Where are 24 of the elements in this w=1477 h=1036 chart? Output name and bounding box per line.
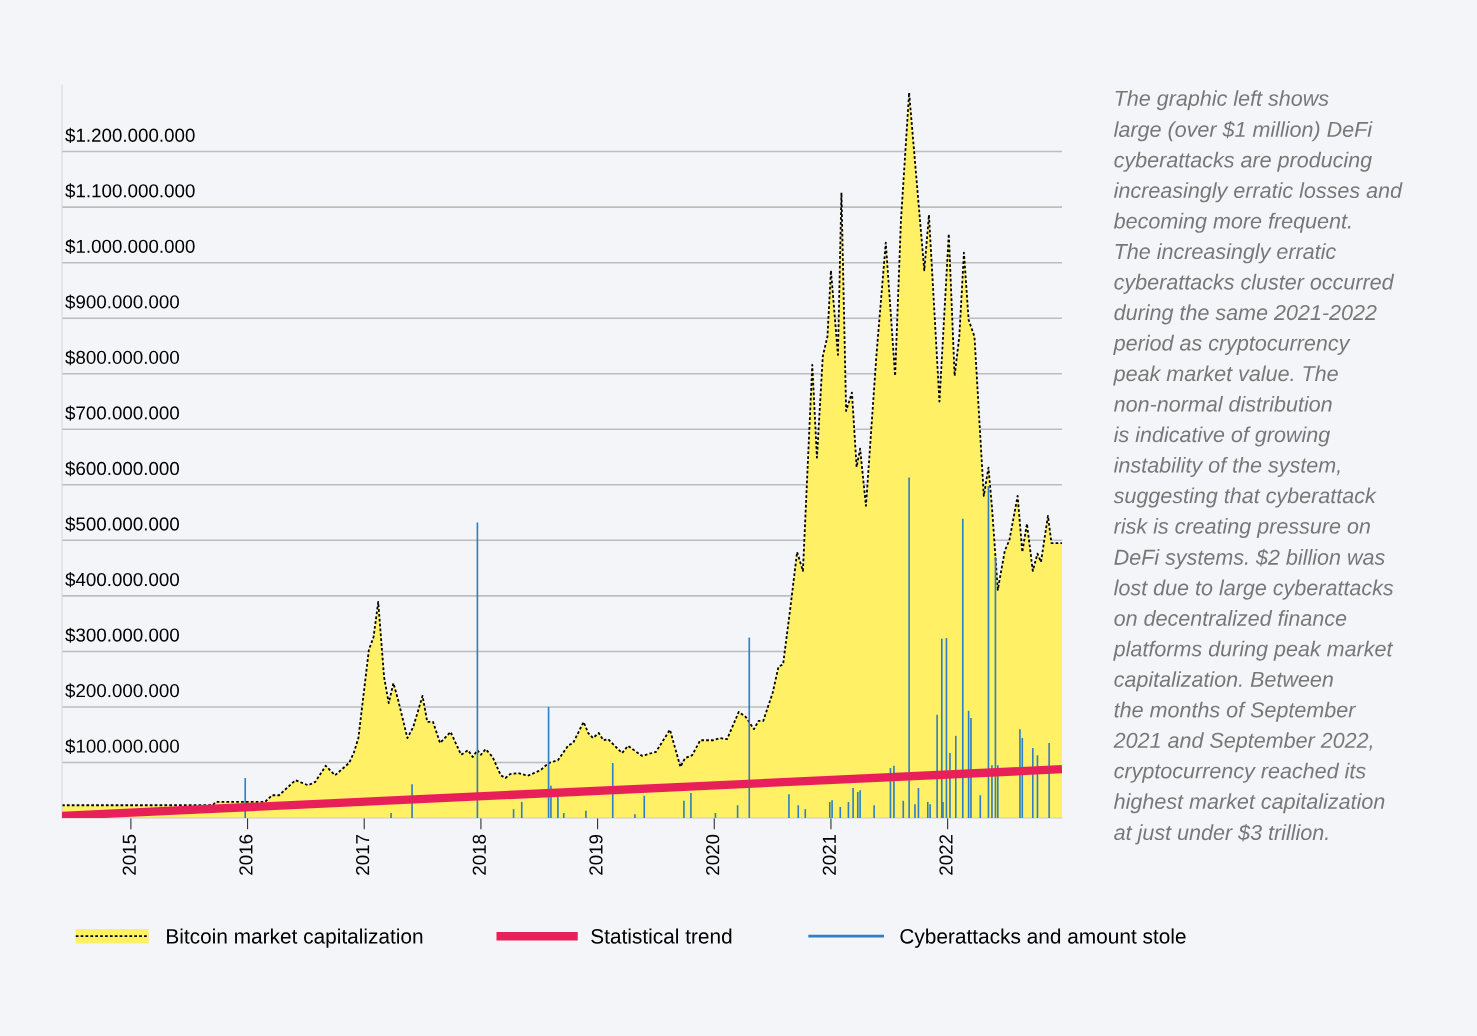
y-tick-label: $600.000.000 [65,461,179,477]
y-tick-label: $300.000.000 [65,627,179,643]
x-tick-label: 2022 [939,834,953,875]
y-tick-label: $900.000.000 [65,294,179,310]
y-tick-label: $200.000.000 [65,683,179,699]
y-tick-label: $700.000.000 [65,405,179,421]
legend-label: Statistical trend [591,928,732,944]
y-tick-label: $1.000.000.000 [65,238,195,255]
x-tick-label: 2017 [355,834,370,875]
x-tick-label: 2015 [122,834,136,875]
text: The graphic left shows large (over $1 million) DeFi cyberattacks are producing increasingly erratic losses and becoming more frequent. The increasingly erratic cyberattacks cluster occurred during the same 2021-2022 period as cryptocurrency peak market value. The non-normal distribution is indicative of growing instability of the system, suggesting that cyberattack risk is creating pressure on DeFi systems. $2 billion was lost due to large cyberattacks on decentralized finance platforms during peak market capitalization. Between the months of September 2021 and September 2022, cryptocurrency reached its highest market capitalization at just under $3 trillion. [1113,90,1403,845]
y-tick-label: $1.200.000.000 [65,127,195,144]
legend-label: Cyberattacks and amount stole [900,928,1186,948]
y-tick-label: $1.100.000.000 [65,183,195,199]
y-tick-label: $100.000.000 [65,738,179,754]
x-tick-label: 2016 [239,834,253,875]
y-tick-label: $400.000.000 [65,572,179,588]
x-tick-label: 2019 [589,834,603,875]
x-tick-label: 2020 [706,834,720,875]
y-tick-label: $800.000.000 [65,349,179,366]
x-tick-label: 2018 [472,834,486,875]
y-tick-label: $500.000.000 [65,516,179,532]
x-tick-label: 2021 [822,834,836,875]
legend-label: Bitcoin market capitalization [167,928,423,948]
